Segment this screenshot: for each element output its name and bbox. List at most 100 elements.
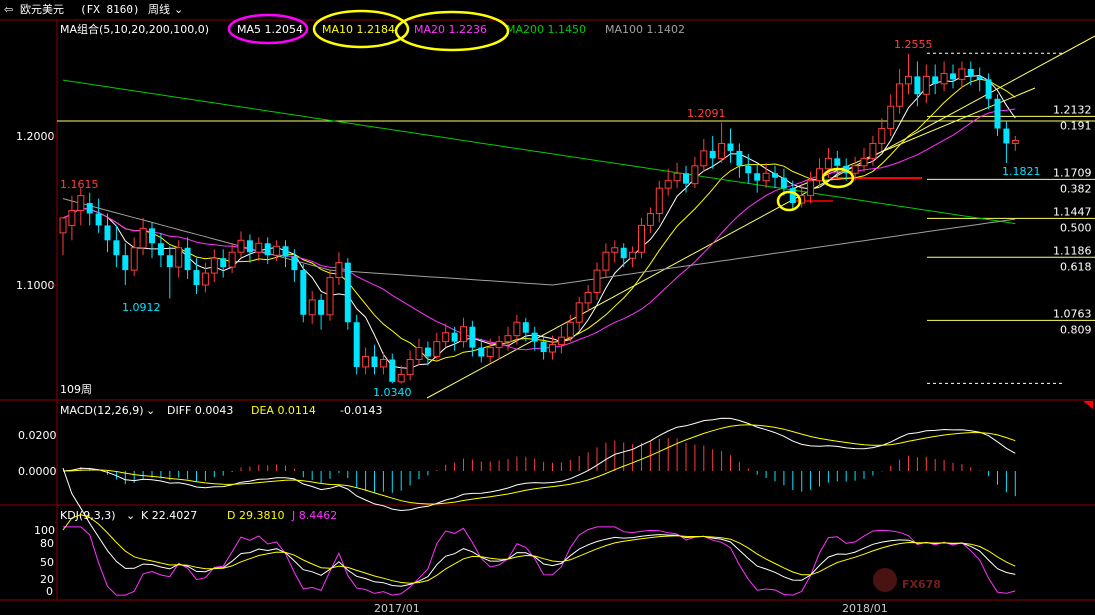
kdj-k-line — [62, 467, 1016, 587]
candle-body-down — [1003, 128, 1010, 144]
candle-body-down — [149, 228, 155, 244]
candle-body-down — [220, 258, 227, 268]
last-low-label: 1.1821 — [1002, 165, 1041, 178]
candle-body-down — [282, 246, 289, 257]
candle-body-up — [557, 336, 565, 346]
candle-body-down — [389, 359, 396, 382]
trend-lines — [426, 35, 1095, 399]
peak1-label: 1.1615 — [60, 178, 99, 191]
candle-body-down — [914, 76, 921, 95]
y-tick-1-1000: 1.1000 — [16, 279, 55, 292]
candle-body-down — [754, 173, 761, 181]
candle-body-down — [157, 243, 164, 256]
candle-body-up — [905, 75, 912, 85]
candle-body-up — [460, 326, 467, 343]
candle-body-down — [95, 213, 102, 226]
candle-body-up — [379, 359, 387, 368]
candle-body-down — [122, 255, 129, 271]
candle-body-down — [300, 270, 307, 315]
kdj-y-tick-100: 100 — [34, 524, 55, 537]
candle-body-up — [664, 180, 672, 189]
candle-body-up — [584, 291, 592, 304]
support-highlight-circle-1 — [821, 167, 855, 189]
moving-averages — [62, 74, 1016, 369]
fib-price-label: 1.0763 — [1053, 307, 1092, 320]
candle-body-up — [851, 165, 859, 174]
candle-body-up — [629, 251, 637, 259]
candle-body-up — [655, 187, 663, 214]
macd-diff-line — [62, 417, 1016, 512]
support-highlight-circle-2 — [776, 190, 802, 212]
candlesticks — [59, 54, 1019, 384]
macd-title[interactable]: MACD(12,26,9) — [60, 404, 144, 417]
candle-body-up — [486, 347, 494, 358]
ma-group-label[interactable]: MA组合(5,10,20,200,100,0) — [60, 22, 209, 36]
peak2-label: 1.2091 — [687, 107, 726, 120]
candle-body-down — [469, 326, 476, 348]
macd-value-label: -0.0143 — [340, 404, 382, 417]
watermark-logo-icon — [873, 568, 897, 592]
kdj-y-tick-50: 50 — [40, 556, 54, 569]
candle-body-up — [824, 157, 832, 170]
macd-y-tick-0: 0.0000 — [18, 465, 57, 478]
candle-body-down — [318, 299, 325, 315]
panel-corner-marker — [1083, 401, 1093, 409]
symbol-code: (FX 8160) — [80, 3, 140, 16]
candle-body-down — [353, 322, 360, 367]
fib-ratio-label: 0.618 — [1060, 260, 1092, 273]
fib-price-label: 1.1186 — [1053, 244, 1092, 257]
candle-body-down — [727, 143, 734, 151]
candle-body-up — [397, 373, 405, 383]
fib-ratio-label: 0.809 — [1060, 323, 1092, 336]
candle-body-up — [860, 157, 868, 167]
candle-body-up — [816, 168, 823, 182]
candle-body-up — [593, 269, 601, 293]
candle-body-up — [958, 68, 966, 80]
candle-body-up — [210, 257, 218, 274]
kdj-panel: KDJ(9,3,3) ⌄ K 22.4027 D 29.3810 J 8.446… — [34, 509, 337, 598]
x-axis: 2017/01 2018/01 — [374, 602, 888, 615]
panel-frames — [0, 19, 1095, 601]
watermark-text: FX678 — [902, 578, 941, 591]
chevron-down-icon[interactable]: ⌄ — [126, 509, 135, 522]
candle-body-up — [415, 347, 423, 360]
candle-body-down — [976, 76, 983, 80]
kdj-j-label: J 8.4462 — [291, 509, 337, 522]
candle-body-up — [566, 321, 574, 338]
fib-price-label: 1.1447 — [1053, 205, 1092, 218]
candle-body-up — [201, 272, 209, 286]
candle-body-down — [540, 341, 547, 353]
arrow-icon[interactable]: ⇦ — [4, 3, 13, 16]
macd-panel: MACD(12,26,9) ⌄ DIFF 0.0043 DEA 0.0114 -… — [18, 401, 1093, 478]
candle-body-up — [175, 247, 183, 268]
chevron-down-icon[interactable]: ⌄ — [146, 404, 155, 417]
candle-body-down — [113, 240, 120, 256]
candle-body-down — [709, 150, 716, 159]
kdj-title[interactable]: KDJ(9,3,3) — [60, 509, 116, 522]
candle-body-up — [638, 224, 645, 253]
candle-body-up — [59, 217, 67, 234]
kdj-j-line — [63, 526, 1016, 596]
weeks-label: 109周 — [60, 383, 92, 396]
period-selector[interactable]: 周线 — [148, 2, 170, 16]
chevron-down-icon[interactable]: ⌄ — [174, 3, 183, 16]
candle-body-up — [922, 75, 930, 95]
y-tick-1-2000: 1.2000 — [16, 130, 55, 143]
fib-ratio-label: 0.500 — [1060, 221, 1092, 234]
candle-body-up — [549, 344, 556, 353]
kdj-series — [62, 467, 1016, 596]
candle-body-up — [273, 245, 281, 256]
macd-dea-label: DEA 0.0114 — [251, 404, 316, 417]
candle-body-down — [424, 347, 431, 357]
candle-body-up — [237, 239, 245, 253]
candle-body-down — [193, 270, 200, 285]
symbol-name: 欧元美元 — [20, 3, 64, 16]
ma5-line — [62, 74, 1016, 369]
candle-body-down — [451, 332, 458, 342]
candle-body-up — [700, 150, 708, 167]
candle-body-up — [362, 356, 370, 368]
candle-body-up — [887, 105, 895, 130]
candle-body-up — [255, 242, 263, 253]
candle-body-up — [433, 341, 441, 358]
low1-label: 1.0912 — [122, 301, 161, 314]
